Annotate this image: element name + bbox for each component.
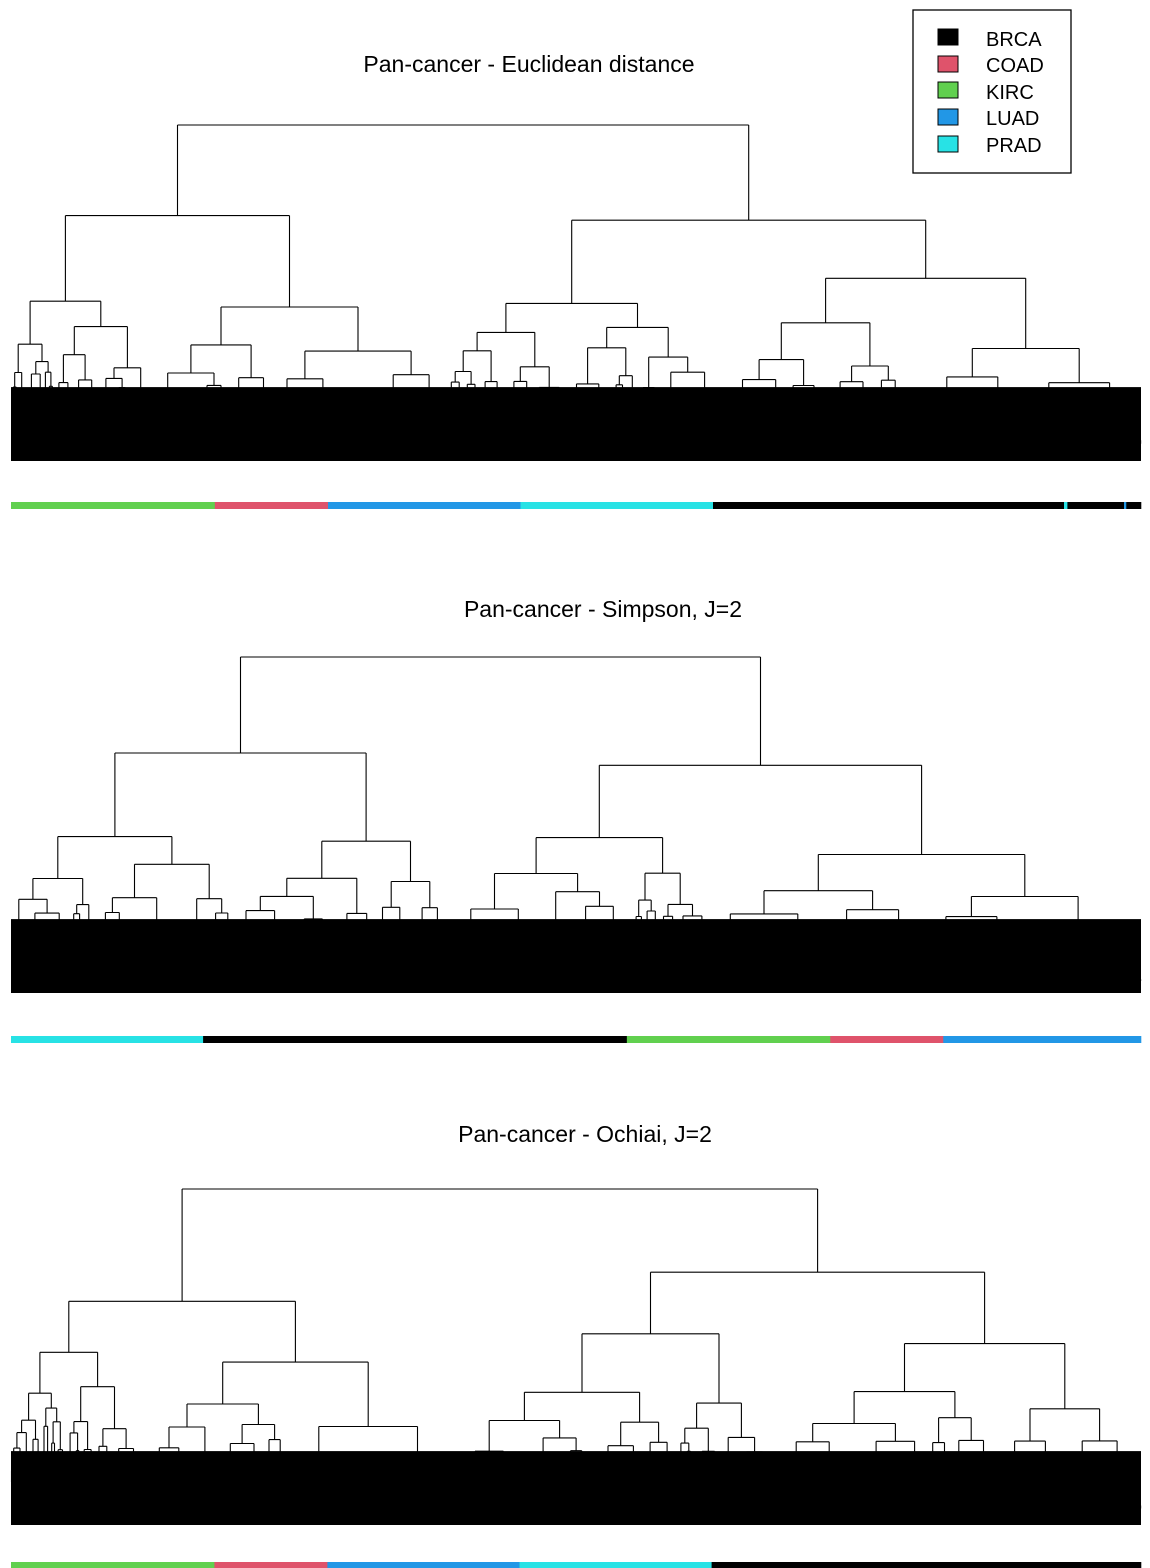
strip-segment-prad [1064,502,1068,509]
strip-segment-kirc [11,502,216,509]
legend-label: LUAD [986,108,1039,130]
strip-segment-coad [214,1562,328,1568]
dendrogram-tree [11,124,1142,461]
strip-segment-coad [830,1036,944,1043]
strip-segment-prad [519,1562,712,1568]
strip-segment-brca [713,502,1065,509]
legend-swatch [937,55,959,73]
legend: BRCA COAD KIRC LUAD PRAD [912,9,1072,174]
strip-segment-coad [214,502,329,509]
dendrogram-tree [11,656,1142,993]
legend-swatch [937,28,959,46]
strip-segment-brca [1067,502,1125,509]
legend-item-brca: BRCA [937,28,1042,51]
strip-segment-brca [711,1562,1142,1568]
strip-segment-luad [1124,502,1127,509]
panel-title: Pan-cancer - Ochiai, J=2 [458,1121,712,1147]
strip-segment-kirc [626,1036,831,1043]
legend-label: BRCA [986,29,1042,51]
legend-swatch [937,135,959,153]
group-color-strip [11,502,1142,509]
strip-segment-prad [11,1036,204,1043]
panel-title: Pan-cancer - Simpson, J=2 [464,596,742,622]
dendrogram-panel-euclidean: Pan-cancer - Euclidean distance [11,51,1142,509]
strip-segment-kirc [11,1562,215,1568]
legend-item-coad: COAD [937,55,1044,77]
strip-segment-brca [203,1036,628,1043]
legend-label: KIRC [986,82,1034,104]
strip-segment-prad [520,502,714,509]
strip-segment-luad [327,1562,520,1568]
legend-swatch [937,108,959,126]
legend-item-prad: PRAD [937,135,1042,157]
dendrogram-leaf-mass [11,387,1141,461]
panel-title: Pan-cancer - Euclidean distance [363,51,694,77]
legend-label: COAD [986,55,1044,77]
dendrogram-tree [10,1188,1142,1525]
dendrogram-panel-simpson: Pan-cancer - Simpson, J=2 [11,596,1142,1043]
legend-swatch [937,81,959,99]
legend-label: PRAD [986,135,1042,157]
group-color-strip [11,1036,1142,1043]
dendrogram-panel-ochiai: Pan-cancer - Ochiai, J=2 [10,1121,1142,1568]
strip-segment-luad [943,1036,1142,1043]
strip-segment-luad [328,502,521,509]
legend-item-kirc: KIRC [937,81,1034,104]
dendrogram-leaf-mass [11,919,1141,993]
dendrogram-leaf-mass [11,1451,1141,1525]
group-color-strip [11,1562,1142,1568]
strip-segment-brca [1126,502,1142,509]
legend-item-luad: LUAD [937,108,1039,130]
